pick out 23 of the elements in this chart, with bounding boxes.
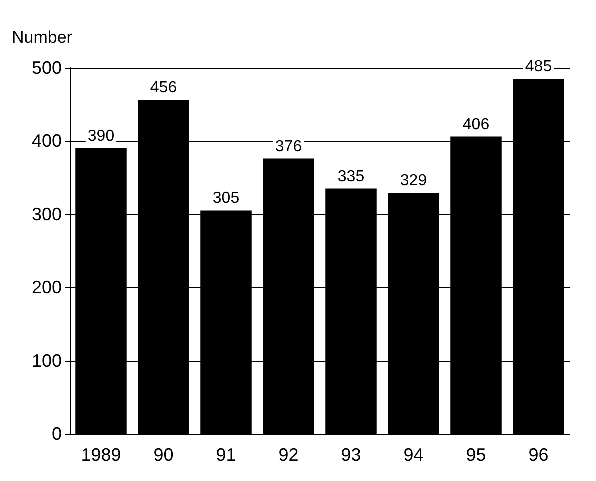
- y-tick-label: 300: [32, 204, 62, 224]
- data-label: 376: [275, 138, 302, 156]
- x-tick-label: 96: [528, 445, 549, 465]
- y-tick-label: 100: [32, 350, 62, 371]
- x-tick-label: 92: [278, 445, 299, 465]
- y-tick-label: 200: [32, 278, 62, 298]
- x-tick-label: 95: [466, 445, 486, 465]
- x-tick-label: 90: [154, 445, 174, 465]
- data-label: 335: [338, 168, 365, 186]
- y-tick-label: 0: [52, 424, 62, 444]
- y-tick-label: 500: [32, 58, 62, 78]
- x-tick-label: 93: [341, 445, 362, 465]
- data-label: 305: [212, 190, 240, 208]
- x-tick-label: 1989: [81, 445, 122, 465]
- x-tick-label: 94: [404, 445, 424, 465]
- data-label: 485: [525, 58, 552, 76]
- data-label: 329: [400, 172, 428, 190]
- y-tick-label: 400: [32, 131, 62, 152]
- x-tick-label: 91: [216, 445, 236, 465]
- data-label: 390: [88, 128, 115, 146]
- data-label: 456: [150, 80, 178, 97]
- data-label: 406: [462, 116, 490, 134]
- y-axis-title: Number: [12, 28, 73, 47]
